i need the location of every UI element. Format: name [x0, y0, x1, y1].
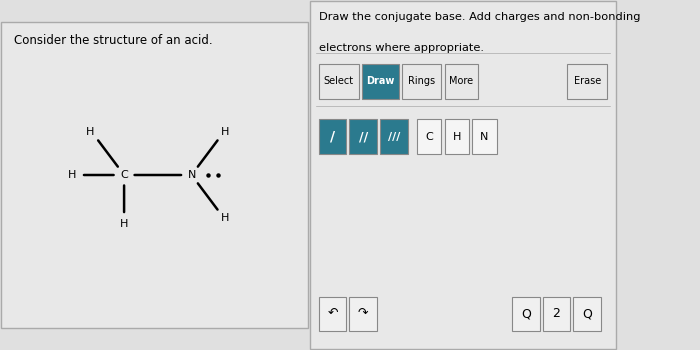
Text: N: N [188, 170, 196, 180]
FancyBboxPatch shape [402, 64, 442, 99]
FancyBboxPatch shape [318, 296, 346, 331]
FancyBboxPatch shape [444, 64, 478, 99]
FancyBboxPatch shape [444, 119, 469, 154]
Text: H: H [86, 127, 94, 137]
Text: ↷: ↷ [358, 307, 368, 320]
Text: Draw the conjugate base. Add charges and non-bonding: Draw the conjugate base. Add charges and… [318, 12, 640, 22]
Text: Rings: Rings [408, 76, 435, 86]
FancyBboxPatch shape [349, 119, 377, 154]
Text: ↶: ↶ [328, 307, 338, 320]
Text: 2: 2 [552, 307, 561, 320]
FancyBboxPatch shape [573, 296, 601, 331]
FancyBboxPatch shape [417, 119, 442, 154]
Text: C: C [120, 170, 128, 180]
Text: /: / [330, 130, 335, 144]
Text: H: H [68, 170, 76, 180]
FancyBboxPatch shape [318, 119, 346, 154]
Text: Draw: Draw [366, 76, 394, 86]
Text: Q: Q [521, 307, 531, 320]
Text: Select: Select [323, 76, 354, 86]
Text: electrons where appropriate.: electrons where appropriate. [318, 43, 484, 53]
Text: Erase: Erase [573, 76, 601, 86]
FancyBboxPatch shape [362, 64, 398, 99]
Text: //: // [358, 130, 368, 143]
Text: H: H [120, 219, 128, 229]
Text: Consider the structure of an acid.: Consider the structure of an acid. [14, 34, 212, 47]
Text: N: N [480, 132, 489, 142]
FancyBboxPatch shape [318, 64, 358, 99]
FancyBboxPatch shape [472, 119, 497, 154]
Text: C: C [426, 132, 433, 142]
Text: H: H [221, 127, 230, 137]
FancyBboxPatch shape [512, 296, 540, 331]
Text: More: More [449, 76, 473, 86]
Text: H: H [453, 132, 461, 142]
Text: H: H [221, 213, 230, 223]
FancyBboxPatch shape [542, 296, 570, 331]
FancyBboxPatch shape [309, 1, 616, 349]
FancyBboxPatch shape [1, 22, 308, 328]
Text: ///: /// [388, 132, 400, 142]
Text: Q: Q [582, 307, 592, 320]
FancyBboxPatch shape [380, 119, 407, 154]
FancyBboxPatch shape [349, 296, 377, 331]
FancyBboxPatch shape [567, 64, 607, 99]
